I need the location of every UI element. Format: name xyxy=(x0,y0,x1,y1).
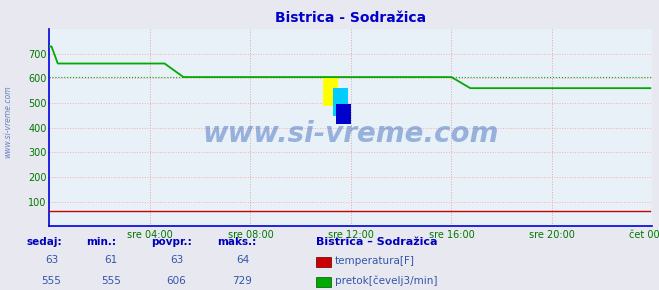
Text: 555: 555 xyxy=(42,276,61,286)
Text: www.si-vreme.com: www.si-vreme.com xyxy=(3,86,13,158)
Bar xyxy=(316,257,331,267)
Text: 64: 64 xyxy=(236,255,249,265)
Text: pretok[čevelj3/min]: pretok[čevelj3/min] xyxy=(335,276,438,286)
Bar xyxy=(333,88,348,116)
Text: temperatura[F]: temperatura[F] xyxy=(335,256,415,266)
Text: Bistrica – Sodražica: Bistrica – Sodražica xyxy=(316,238,438,247)
Text: 606: 606 xyxy=(167,276,186,286)
Text: 63: 63 xyxy=(45,255,58,265)
Text: min.:: min.: xyxy=(86,238,116,247)
Bar xyxy=(322,78,337,106)
Bar xyxy=(316,277,331,287)
Text: 63: 63 xyxy=(170,255,183,265)
Text: 61: 61 xyxy=(104,255,117,265)
Text: sedaj:: sedaj: xyxy=(26,238,62,247)
Bar xyxy=(336,104,351,124)
Title: Bistrica - Sodražica: Bistrica - Sodražica xyxy=(275,11,426,25)
Text: povpr.:: povpr.: xyxy=(152,238,192,247)
Text: 729: 729 xyxy=(233,276,252,286)
Text: 555: 555 xyxy=(101,276,121,286)
Text: maks.:: maks.: xyxy=(217,238,257,247)
Text: www.si-vreme.com: www.si-vreme.com xyxy=(203,119,499,148)
